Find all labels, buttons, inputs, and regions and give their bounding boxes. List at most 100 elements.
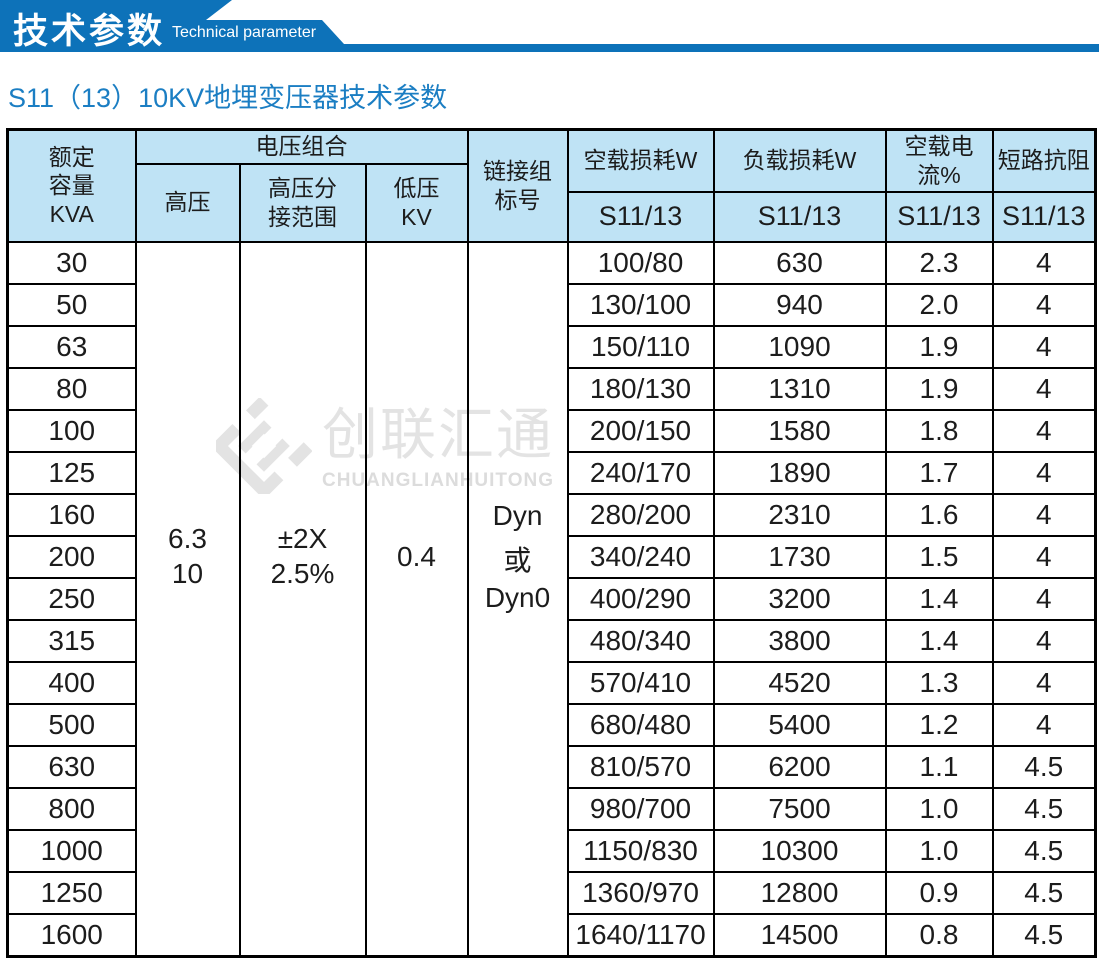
kva-cell: 630: [6, 744, 137, 789]
load-loss-cell: 14500: [712, 912, 887, 957]
no-load-current-cell: 1.7: [884, 450, 994, 495]
impedance-cell: 4: [991, 702, 1097, 747]
no-load-current-cell: 2.0: [884, 282, 994, 327]
table-row: 250 400/290 3200 1.4 4: [6, 576, 1097, 621]
table-row: 630 810/570 6200 1.1 4.5: [6, 744, 1097, 789]
subheader-model-no-load-current: S11/13: [884, 190, 994, 243]
header-row-2: 高压 高压分 接范围 低压 KV: [8, 162, 1096, 243]
load-loss-cell: 1730: [712, 534, 887, 579]
load-loss-cell: 2310: [712, 492, 887, 537]
impedance-cell: 4: [991, 534, 1097, 579]
page-title: S11（13）10KV地埋变压器技术参数: [8, 83, 448, 113]
impedance-cell: 4.5: [991, 870, 1097, 915]
impedance-cell: 4.5: [991, 744, 1097, 789]
no-load-loss-cell: 280/200: [566, 492, 715, 537]
load-loss-cell: 7500: [712, 786, 887, 831]
kva-cell: 800: [6, 786, 137, 831]
table-row: 100 200/150 1580 1.8 4: [6, 408, 1097, 453]
load-loss-cell: 1890: [712, 450, 887, 495]
no-load-loss-cell: 570/410: [566, 660, 715, 705]
table-row: 800 980/700 7500 1.0 4.5: [6, 786, 1097, 831]
table-row: 1000 1150/830 10300 1.0 4.5: [6, 828, 1097, 873]
subheader-model-load-loss: S11/13: [712, 190, 887, 243]
header-no-load-loss: 空载损耗W: [566, 128, 715, 193]
no-load-loss-cell: 810/570: [566, 744, 715, 789]
impedance-cell: 4: [991, 408, 1097, 453]
impedance-cell: 4: [991, 366, 1097, 411]
header-low-voltage: 低压 KV: [364, 162, 469, 243]
no-load-current-cell: 1.0: [884, 828, 994, 873]
kva-cell: 63: [6, 324, 137, 369]
table-row: 200 340/240 1730 1.5 4: [6, 534, 1097, 579]
impedance-cell: 4: [991, 240, 1097, 285]
no-load-current-cell: 1.6: [884, 492, 994, 537]
load-loss-cell: 6200: [712, 744, 887, 789]
load-loss-cell: 5400: [712, 702, 887, 747]
kva-cell: 315: [6, 618, 137, 663]
header-impedance: 短路抗阻: [991, 128, 1097, 193]
impedance-cell: 4: [991, 492, 1097, 537]
banner-subtitle: Technical parameter: [172, 24, 317, 41]
table-row: 63 150/110 1090 1.9 4: [6, 324, 1097, 369]
impedance-cell: 4: [991, 450, 1097, 495]
no-load-loss-cell: 340/240: [566, 534, 715, 579]
kva-cell: 50: [6, 282, 137, 327]
load-loss-cell: 630: [712, 240, 887, 285]
load-loss-cell: 940: [712, 282, 887, 327]
table-row: 500 680/480 5400 1.2 4: [6, 702, 1097, 747]
impedance-cell: 4.5: [991, 786, 1097, 831]
kva-cell: 30: [6, 240, 137, 285]
header-voltage-combination: 电压组合: [134, 128, 469, 165]
kva-cell: 250: [6, 576, 137, 621]
merged-high-voltage: 6.3 10: [134, 240, 241, 957]
no-load-loss-cell: 680/480: [566, 702, 715, 747]
impedance-cell: 4: [991, 618, 1097, 663]
merged-tap-range: ±2X 2.5%: [238, 240, 367, 957]
subheader-model-impedance: S11/13: [991, 190, 1097, 243]
kva-cell: 500: [6, 702, 137, 747]
no-load-current-cell: 1.5: [884, 534, 994, 579]
kva-cell: 1600: [6, 912, 137, 957]
banner: 技术参数 Technical parameter: [0, 0, 1099, 52]
table-row: 125 240/170 1890 1.7 4: [6, 450, 1097, 495]
kva-cell: 125: [6, 450, 137, 495]
banner-title: 技术参数: [13, 12, 166, 51]
kva-cell: 400: [6, 660, 137, 705]
load-loss-cell: 12800: [712, 870, 887, 915]
header-high-voltage: 高压: [134, 162, 241, 243]
kva-cell: 200: [6, 534, 137, 579]
no-load-loss-cell: 980/700: [566, 786, 715, 831]
header-load-loss: 负载损耗W: [712, 128, 887, 193]
table-row: 315 480/340 3800 1.4 4: [6, 618, 1097, 663]
table-row: 160 280/200 2310 1.6 4: [6, 492, 1097, 537]
no-load-loss-cell: 1150/830: [566, 828, 715, 873]
no-load-current-cell: 1.1: [884, 744, 994, 789]
impedance-cell: 4: [991, 660, 1097, 705]
no-load-loss-cell: 130/100: [566, 282, 715, 327]
no-load-loss-cell: 150/110: [566, 324, 715, 369]
kva-cell: 1000: [6, 828, 137, 873]
no-load-current-cell: 1.9: [884, 324, 994, 369]
merged-low-voltage: 0.4: [364, 240, 469, 957]
table-row: 30 6.3 10 ±2X 2.5% 0.4 Dyn 或: [6, 240, 1097, 957]
no-load-loss-cell: 200/150: [566, 408, 715, 453]
kva-cell: 80: [6, 366, 137, 411]
impedance-cell: 4: [991, 324, 1097, 369]
no-load-current-cell: 1.9: [884, 366, 994, 411]
no-load-current-cell: 0.9: [884, 870, 994, 915]
impedance-cell: 4.5: [991, 828, 1097, 873]
no-load-loss-cell: 480/340: [566, 618, 715, 663]
load-loss-cell: 1090: [712, 324, 887, 369]
no-load-current-cell: 1.4: [884, 576, 994, 621]
header-no-load-current: 空载电流%: [884, 128, 994, 193]
no-load-loss-cell: 400/290: [566, 576, 715, 621]
header-row-1: 额定 容量 KVA 电压组合 链接组 标号 空载损耗W 负载损耗W 空载电流% …: [6, 128, 1097, 243]
header-tap-range: 高压分 接范围: [238, 162, 367, 243]
table-row: 1250 1360/970 12800 0.9 4.5: [6, 870, 1097, 915]
table-row: 1600 1640/1170 14500 0.8 4.5: [6, 912, 1097, 957]
load-loss-cell: 4520: [712, 660, 887, 705]
no-load-current-cell: 0.8: [884, 912, 994, 957]
table-row: 80 180/130 1310 1.9 4: [6, 366, 1097, 411]
kva-cell: 160: [6, 492, 137, 537]
header-vector-group: 链接组 标号: [466, 128, 569, 243]
